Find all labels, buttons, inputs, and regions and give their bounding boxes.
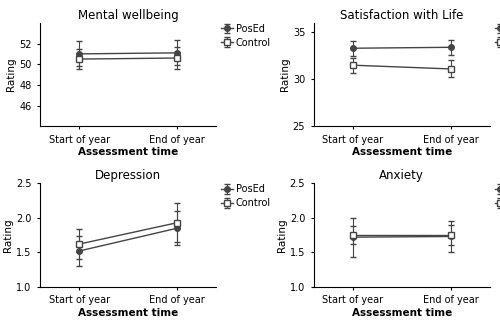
X-axis label: Assessment time: Assessment time: [352, 147, 452, 157]
Y-axis label: Rating: Rating: [277, 218, 287, 252]
X-axis label: Assessment time: Assessment time: [78, 308, 178, 318]
Y-axis label: Rating: Rating: [280, 58, 290, 91]
Legend: PosEd, Control: PosEd, Control: [494, 183, 500, 209]
Title: Depression: Depression: [95, 169, 162, 182]
Title: Anxiety: Anxiety: [380, 169, 424, 182]
Legend: PosEd, Control: PosEd, Control: [220, 23, 272, 49]
Title: Mental wellbeing: Mental wellbeing: [78, 9, 178, 22]
Title: Satisfaction with Life: Satisfaction with Life: [340, 9, 464, 22]
Legend: PosEd, Control: PosEd, Control: [220, 183, 272, 209]
X-axis label: Assessment time: Assessment time: [78, 147, 178, 157]
Legend: Pos Ed, Control: Pos Ed, Control: [494, 23, 500, 49]
Y-axis label: Rating: Rating: [4, 218, 14, 252]
X-axis label: Assessment time: Assessment time: [352, 308, 452, 318]
Y-axis label: Rating: Rating: [6, 58, 16, 91]
